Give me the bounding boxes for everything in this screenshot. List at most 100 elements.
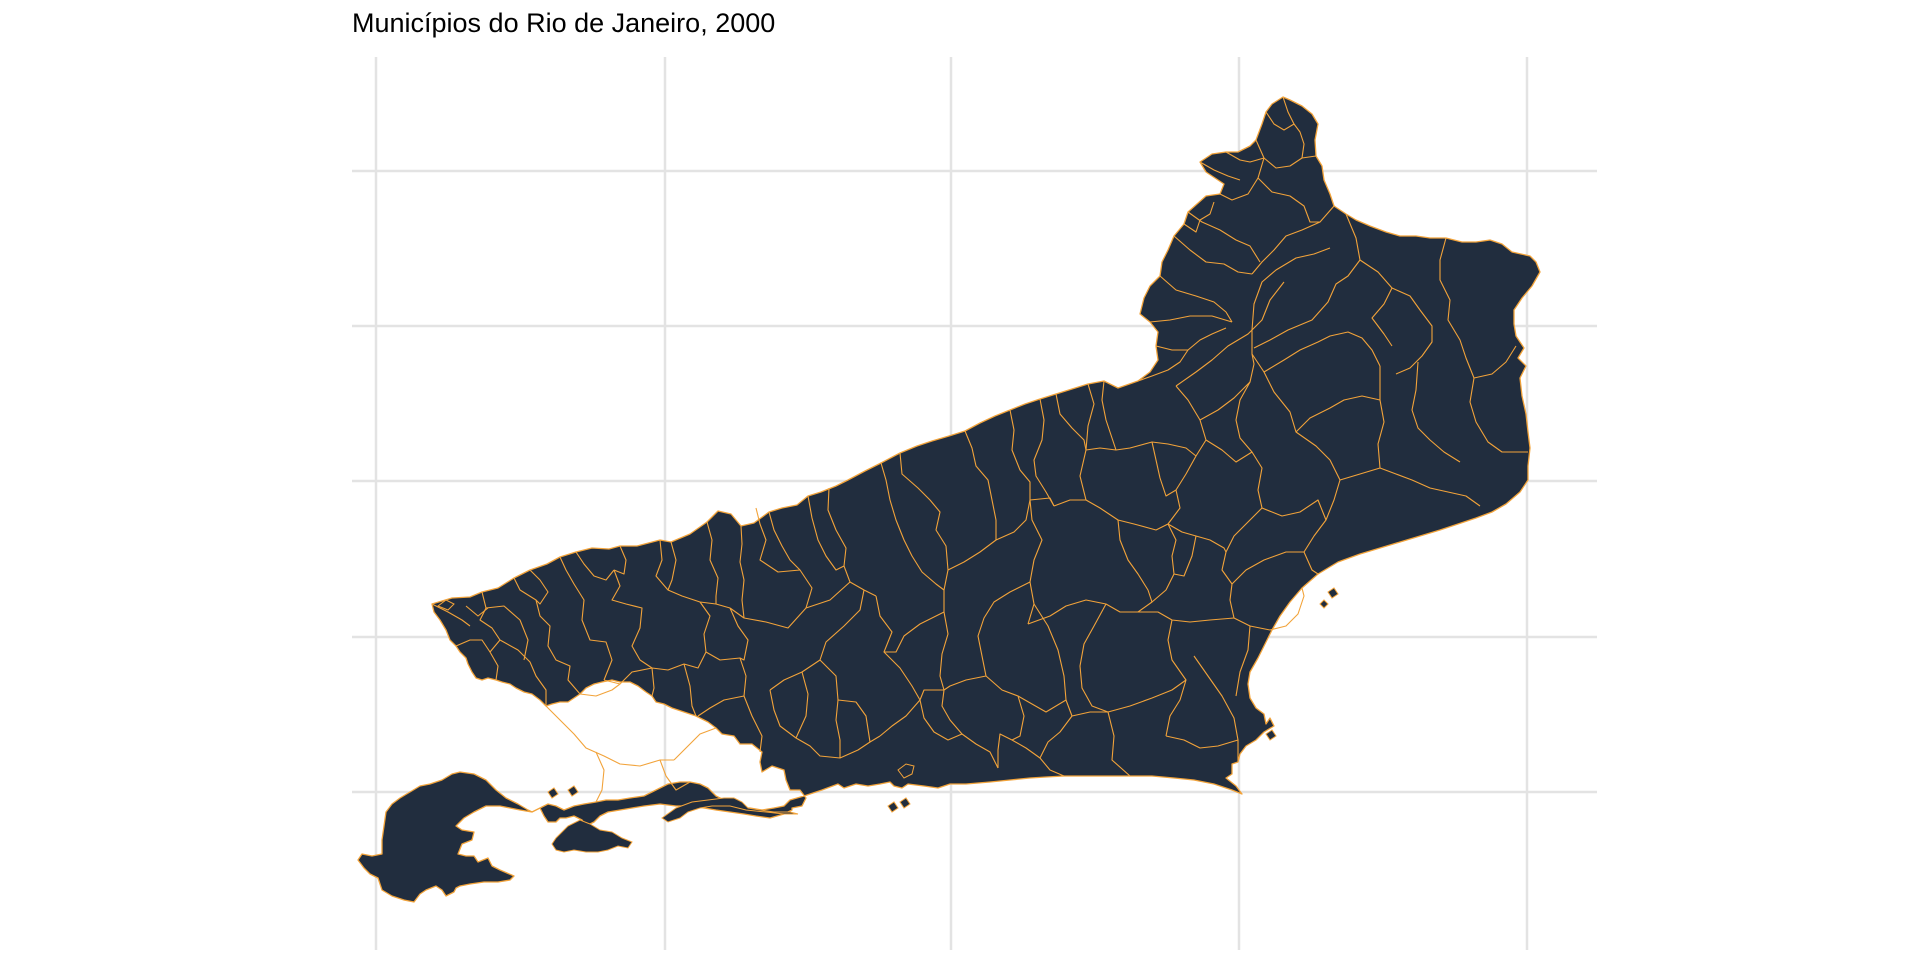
municipal-border	[1053, 499, 1169, 531]
municipal-border	[739, 525, 745, 619]
municipal-border	[1261, 499, 1327, 521]
municipal-border	[1303, 479, 1341, 575]
island	[567, 785, 579, 797]
municipal-border	[755, 507, 813, 609]
municipal-border	[1359, 259, 1393, 347]
municipal-border	[697, 695, 745, 717]
municipal-border	[575, 551, 615, 581]
municipal-border	[795, 671, 809, 739]
municipal-border	[1033, 398, 1055, 507]
municipal-border	[1155, 345, 1188, 351]
municipal-border	[997, 733, 1041, 768]
municipal-border	[1117, 519, 1153, 603]
municipal-border	[1138, 611, 1235, 623]
municipal-border	[899, 452, 949, 571]
municipal-border	[1101, 380, 1117, 451]
municipal-border	[579, 683, 621, 697]
island	[899, 797, 911, 809]
municipal-border	[1151, 441, 1177, 497]
municipal-border	[683, 663, 697, 717]
municipal-border	[1137, 327, 1227, 382]
municipal-border	[1079, 383, 1095, 501]
municipal-border	[1253, 213, 1361, 349]
municipal-border	[1175, 281, 1285, 387]
coastal-islands	[436, 587, 1339, 813]
ilha-grande	[551, 819, 633, 853]
municipal-border	[529, 569, 549, 605]
municipal-border	[1071, 711, 1108, 717]
municipal-border	[1199, 161, 1241, 181]
island	[1327, 587, 1339, 599]
municipal-border	[943, 675, 987, 691]
municipal-border	[455, 639, 491, 653]
municipal-border	[827, 487, 877, 597]
map-title: Municípios do Rio de Janeiro, 2000	[352, 8, 776, 38]
baia-guanabara-ilha	[897, 763, 915, 779]
municipal-border	[611, 569, 653, 669]
municipal-border	[603, 651, 707, 685]
municipal-border	[673, 727, 717, 761]
ilha-pequena	[1319, 599, 1329, 609]
municipal-borders	[431, 96, 1528, 803]
municipal-border	[769, 689, 881, 759]
municipal-border	[1165, 735, 1239, 749]
municipal-border	[819, 659, 841, 758]
municipal-border	[1235, 625, 1251, 697]
municipal-border	[1263, 331, 1381, 373]
municipal-border	[1167, 523, 1227, 553]
municipal-border	[1411, 361, 1461, 463]
state-territory	[357, 96, 1541, 903]
municipal-border	[884, 611, 945, 653]
municipal-border	[655, 539, 731, 609]
municipal-border	[1221, 507, 1263, 585]
municipal-border	[499, 639, 547, 706]
municipal-border	[1085, 441, 1197, 457]
municipal-border	[1257, 177, 1320, 223]
municipal-border	[1173, 535, 1197, 577]
municipal-border	[1439, 237, 1475, 379]
municipal-border	[706, 521, 719, 604]
island	[887, 801, 899, 813]
municipal-border	[1011, 695, 1025, 741]
municipal-border	[1469, 377, 1528, 453]
municipal-border	[659, 759, 691, 791]
municipal-border	[1235, 381, 1263, 509]
municipal-border	[1339, 467, 1481, 507]
municipal-border	[1199, 353, 1255, 421]
municipal-border	[1265, 111, 1295, 131]
municipal-border	[465, 605, 489, 617]
state-map	[357, 96, 1541, 903]
municipal-border	[743, 695, 763, 753]
municipal-border	[1229, 551, 1304, 619]
municipal-border	[1029, 497, 1055, 507]
municipal-border	[1377, 366, 1385, 469]
municipal-border	[1193, 655, 1239, 762]
municipal-border	[1473, 345, 1517, 379]
municipal-border	[1251, 353, 1341, 481]
municipal-border	[1295, 395, 1381, 433]
municipal-border	[613, 545, 627, 575]
island	[547, 787, 559, 799]
municipal-border	[769, 589, 865, 691]
municipal-border	[919, 699, 963, 741]
municipal-border	[985, 675, 1067, 713]
municipal-border	[1173, 235, 1253, 275]
municipal-border	[667, 541, 677, 591]
municipal-border	[1033, 603, 1073, 717]
municipal-border	[879, 699, 921, 737]
municipal-border	[431, 603, 471, 627]
municipal-border	[1225, 151, 1265, 163]
municipal-border	[977, 581, 1031, 677]
municipal-border	[1282, 96, 1305, 159]
municipal-border	[807, 495, 845, 571]
municipal-border	[1251, 247, 1331, 354]
municipal-border	[699, 601, 747, 697]
municipal-border	[964, 430, 997, 540]
island	[436, 599, 455, 611]
municipal-border	[1055, 393, 1087, 451]
municipal-border	[919, 689, 944, 701]
municipal-border	[651, 667, 655, 697]
municipal-border	[729, 607, 749, 661]
municipal-border	[1079, 603, 1109, 713]
